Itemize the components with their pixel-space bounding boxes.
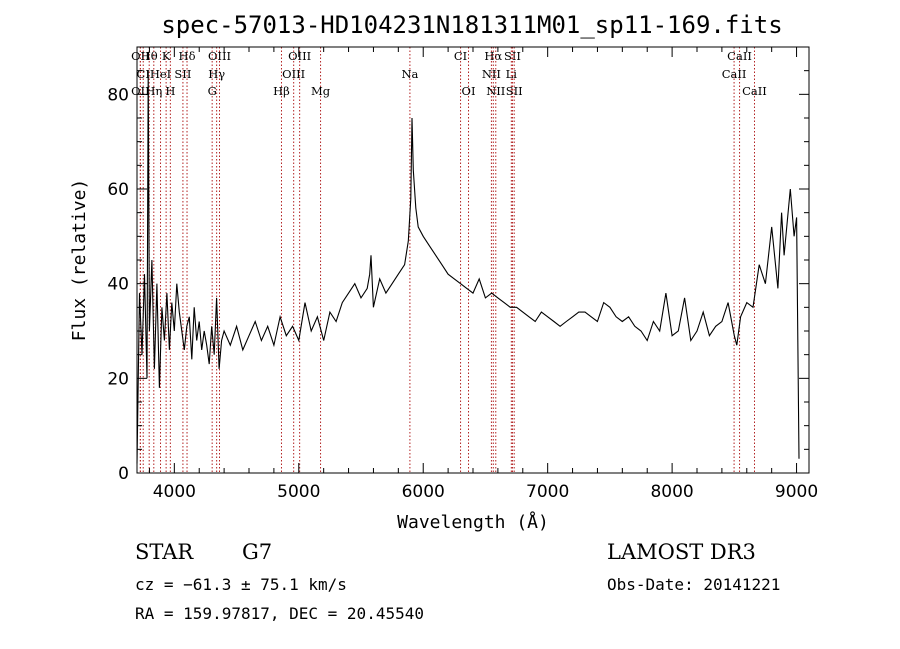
marker-label: Hη [145, 84, 162, 98]
y-tick-label: 60 [107, 180, 129, 200]
marker-label: SII [504, 49, 521, 63]
spectrum-line [136, 70, 800, 464]
survey-name: LAMOST DR3 [607, 540, 756, 564]
y-tick-label: 40 [107, 275, 129, 295]
marker-label: CaII [722, 67, 747, 81]
marker-label: HeI [150, 67, 171, 81]
plot-area [136, 70, 800, 464]
marker-label: NII [482, 67, 501, 81]
chart-title: spec-57013-HD104231N181311M01_sp11-169.f… [161, 11, 782, 39]
marker-label: Hβ [273, 84, 290, 98]
y-axis-label: Flux (relative) [69, 179, 90, 342]
x-tick-label: 5000 [277, 482, 320, 502]
marker-label: Mg [311, 84, 331, 98]
x-tick-label: 4000 [153, 482, 196, 502]
marker-label: Na [401, 67, 418, 81]
observation-date: Obs-Date: 20141221 [607, 575, 781, 594]
object-subclass: G7 [242, 540, 273, 564]
marker-label: K [162, 49, 171, 63]
marker-label: OIII [288, 49, 311, 63]
marker-label: OIII [282, 67, 305, 81]
marker-label: SII [506, 84, 523, 98]
x-tick-label: 9000 [775, 482, 818, 502]
y-tick-label: 0 [118, 464, 129, 484]
x-axis-label: Wavelength (Å) [397, 511, 549, 533]
x-tick-label: 8000 [650, 482, 693, 502]
marker-label: OII [131, 49, 150, 63]
plot-frame [136, 46, 810, 474]
x-tick-label: 6000 [402, 482, 445, 502]
marker-label: OI [462, 84, 476, 98]
marker-label: CaII [727, 49, 752, 63]
marker-label: CI [454, 49, 467, 63]
redshift-cz: cz = −61.3 ± 75.1 km/s [135, 575, 347, 594]
axis-ticks: 4000 5000 6000 7000 8000 9000 0 20 40 60 80 [107, 46, 818, 502]
marker-label: NII [486, 84, 505, 98]
marker-label: H [165, 84, 175, 98]
marker-label: CaII [742, 84, 767, 98]
object-class: STAR [135, 540, 194, 564]
marker-label: OIII [208, 49, 231, 63]
x-tick-label: 7000 [526, 482, 569, 502]
ra-dec: RA = 159.97817, DEC = 20.45540 [135, 604, 424, 623]
marker-label: SII [174, 67, 191, 81]
marker-label: Hθ [141, 49, 158, 63]
y-tick-label: 20 [107, 369, 129, 389]
marker-label: G [208, 84, 217, 98]
marker-label: Li [506, 67, 518, 81]
marker-label: Hα [484, 49, 502, 63]
marker-label: Hγ [208, 67, 225, 81]
y-tick-label: 80 [107, 85, 129, 105]
marker-label: Hδ [179, 49, 196, 63]
